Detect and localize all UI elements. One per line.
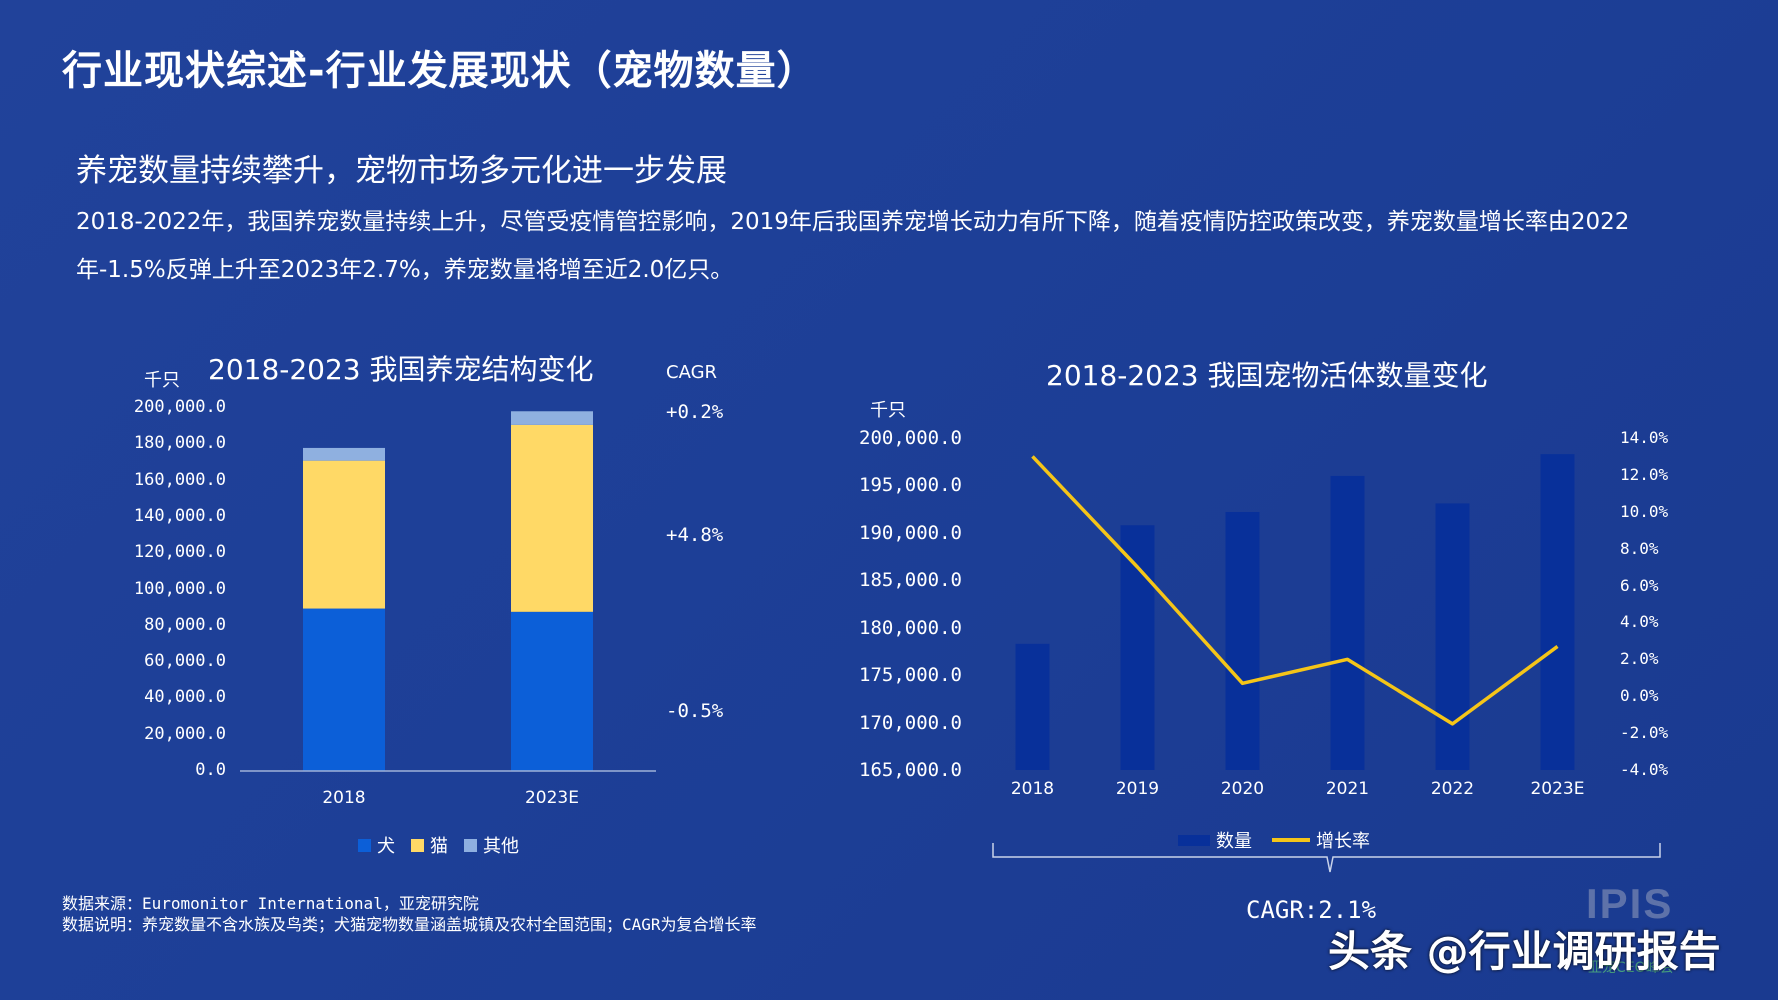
chart2-bar-count: [1330, 475, 1365, 770]
chart1-y-tick: 40,000.0: [144, 687, 226, 708]
chart1-y-tick: 140,000.0: [133, 505, 226, 526]
chart2-y2-tick: 8.0%: [1620, 538, 1659, 558]
chart1-bar-cat: [511, 424, 593, 612]
legend-label-dog: 犬: [377, 836, 395, 857]
chart1-unit-label: 千只: [144, 370, 180, 391]
chart1-x-tick: 2023E: [524, 788, 579, 808]
chart1-bar-other: [303, 447, 385, 461]
footer-source: 数据来源：Euromonitor International，亚宠研究院: [62, 894, 479, 913]
legend-label-other: 其他: [483, 836, 519, 857]
chart1-y-tick: 180,000.0: [133, 433, 226, 454]
legend-swatch-other: [464, 838, 477, 852]
chart1-bar-cat: [303, 460, 385, 609]
chart2-bar-count: [1540, 454, 1575, 770]
legend-label-cat: 猫: [430, 836, 448, 857]
chart1-title: 2018-2023 我国养宠结构变化: [208, 353, 594, 386]
legend-swatch-count: [1178, 834, 1210, 846]
chart2-x-tick: 2022: [1430, 779, 1475, 799]
ipis-logo: IPIS: [1586, 880, 1674, 927]
legend-label-growth: 增长率: [1316, 831, 1370, 852]
chart2-y2-tick: -2.0%: [1620, 723, 1669, 743]
chart2-x-tick: 2019: [1115, 779, 1160, 799]
legend-swatch-cat: [411, 838, 424, 852]
chart2-unit-label: 千只: [870, 400, 906, 421]
chart2-y-tick: 185,000.0: [859, 569, 962, 592]
chart2-y2-tick: 4.0%: [1620, 612, 1659, 632]
chart1-y-tick: 160,000.0: [133, 469, 226, 490]
chart1-cagr-label: CAGR: [666, 362, 718, 383]
ipis-logo-sub: 亚宠CEO峰会: [1588, 960, 1674, 976]
chart1-cagr-dog: -0.5%: [666, 700, 724, 722]
chart1-x-tick: 2018: [322, 788, 366, 808]
chart2-y2-tick: 12.0%: [1620, 464, 1669, 484]
chart1-y-tick: 200,000.0: [133, 397, 226, 417]
chart2-x-tick: 2021: [1325, 779, 1370, 799]
chart2-y-tick: 165,000.0: [859, 759, 962, 781]
page-title: 行业现状综述-行业发展现状（宠物数量）: [62, 48, 818, 94]
chart2-legend: 数量 增长率: [1178, 827, 1370, 853]
watermark: 头条 @行业调研报告: [1328, 927, 1721, 976]
chart1-legend: 犬 猫 其他: [358, 832, 519, 858]
chart2-y-tick: 200,000.0: [859, 427, 962, 449]
chart1-y-tick: 20,000.0: [144, 723, 226, 744]
chart2-y2-tick: 10.0%: [1620, 501, 1669, 521]
summary-paragraph: 2018-2022年，我国养宠数量持续上升，尽管受疫情管控影响，2019年后我国…: [76, 209, 1630, 283]
chart2-cagr: CAGR:2.1%: [1246, 896, 1377, 924]
chart2-y-tick: 170,000.0: [859, 711, 962, 734]
chart1-bar-other: [511, 411, 593, 425]
chart2-x-tick: 2023E: [1530, 779, 1585, 799]
chart2-growth-line: [1031, 455, 1559, 726]
chart2-bar-count: [1225, 511, 1260, 770]
chart2-y2-tick: -4.0%: [1620, 760, 1669, 779]
chart1-bar-dog: [511, 611, 593, 771]
chart1-bar-dog: [303, 608, 385, 771]
chart1-y-tick: 0.0: [195, 760, 226, 780]
page-subtitle: 养宠数量持续攀升，宠物市场多元化进一步发展: [76, 153, 727, 189]
chart2-x-tick: 2018: [1010, 779, 1055, 799]
chart2-bar-count: [1120, 525, 1155, 770]
chart1-y-tick: 80,000.0: [144, 614, 226, 635]
chart1-cagr-cat: +4.8%: [666, 524, 724, 546]
chart1-cagr-other: +0.2%: [666, 401, 724, 423]
chart2-y2-tick: 14.0%: [1620, 428, 1669, 447]
chart2-bar-count: [1435, 503, 1470, 770]
chart2-y2-tick: 6.0%: [1620, 575, 1659, 595]
chart2-y-tick: 180,000.0: [859, 616, 962, 639]
chart2-y-tick: 190,000.0: [859, 521, 962, 544]
chart2-y2-tick: 0.0%: [1620, 686, 1659, 706]
chart2-y-tick: 175,000.0: [859, 664, 962, 687]
legend-label-count: 数量: [1216, 831, 1252, 852]
chart1-y-tick: 120,000.0: [133, 542, 226, 563]
chart2-y-tick: 195,000.0: [859, 474, 962, 497]
footer-note: 数据说明：养宠数量不含水族及鸟类；犬猫宠物数量涵盖城镇及农村全国范围；CAGR为…: [62, 915, 757, 934]
legend-swatch-dog: [358, 838, 371, 852]
chart2-bar-count: [1015, 643, 1050, 770]
legend-swatch-growth: [1272, 838, 1310, 842]
chart2-title: 2018-2023 我国宠物活体数量变化: [1046, 359, 1488, 392]
chart2-cagr-bracket: [992, 843, 1661, 873]
chart2-y2-tick: 2.0%: [1620, 649, 1659, 669]
chart2-x-tick: 2020: [1220, 779, 1265, 799]
chart1-y-tick: 60,000.0: [144, 651, 226, 672]
chart1-y-tick: 100,000.0: [133, 578, 226, 599]
